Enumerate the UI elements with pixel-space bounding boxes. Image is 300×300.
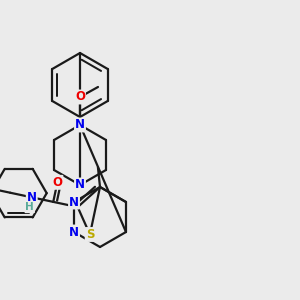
Text: O: O: [75, 91, 85, 103]
Text: N: N: [69, 226, 79, 238]
Text: H: H: [26, 202, 34, 212]
Text: N: N: [75, 178, 85, 191]
Text: N: N: [75, 118, 85, 131]
Text: N: N: [27, 191, 37, 204]
Text: N: N: [69, 196, 79, 208]
Text: O: O: [52, 176, 62, 189]
Text: S: S: [86, 228, 94, 241]
